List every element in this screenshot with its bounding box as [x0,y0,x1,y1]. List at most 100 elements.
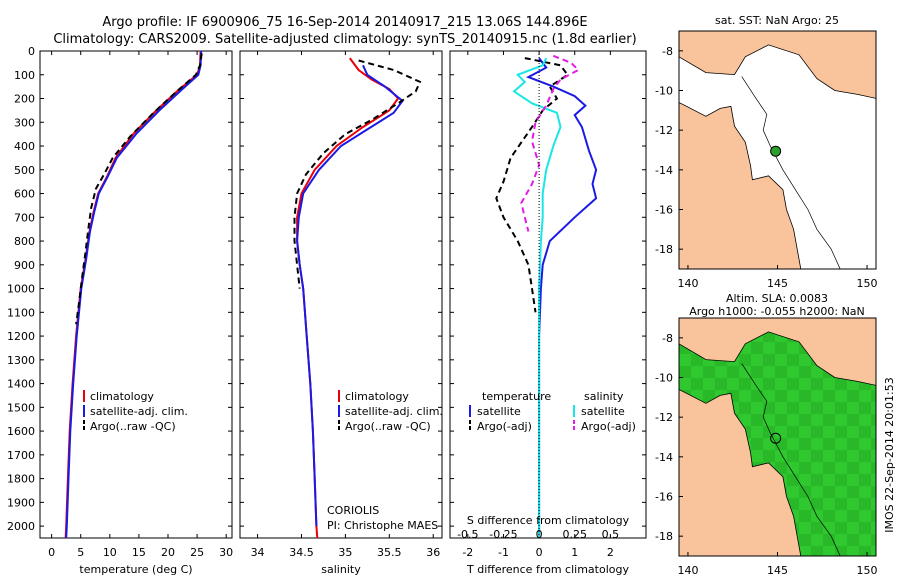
map-sla-field-cell [763,378,775,390]
y-tick-label-1600: 1600 [7,425,35,438]
temperature-x-tick-label-10: 10 [103,546,117,559]
difference-x-tick-label-0: 0 [536,546,543,559]
map-sla-field-cell [859,390,871,402]
map-sla-field-cell [871,426,876,438]
map-sla-field-cell [871,498,876,510]
header-line1: Argo profile: IF 6900906_75 16-Sep-2014 … [102,15,587,30]
map-sla-field-cell [823,546,835,556]
map-sst-y-tick-label--14: -14 [655,164,673,177]
sst-map-title: sat. SST: NaN Argo: 25 [715,14,839,27]
y-tick-label-300: 300 [14,116,35,129]
map-sst-x-tick-label-140: 140 [677,277,698,290]
map-sla-field-cell [835,546,847,556]
map-sla-y-tick-label--18: -18 [655,530,673,543]
map-sla-field-cell [703,390,715,402]
map-sla-field-cell [859,414,871,426]
map-sla-field-cell [859,534,871,546]
salinity-x-tick-label-35: 35 [338,546,352,559]
diff-top-tick-label-3: 0.25 [562,528,587,541]
map-sla-field-cell [835,414,847,426]
diff-legend-left-label-1: satellite [477,405,521,418]
diff-top-tick-label-4: 0.5 [602,528,620,541]
map-sla-y-tick-label--16: -16 [655,491,673,504]
map-sla-field-cell [787,450,799,462]
temperature-x-tick-label-15: 15 [132,546,146,559]
difference-series-t-satellite [525,57,598,538]
map-sla-field-cell [703,378,715,390]
y-tick-label-1200: 1200 [7,330,35,343]
header-line2: Climatology: CARS2009. Satellite-adjuste… [53,32,636,47]
map-sla-field-cell [799,390,811,402]
map-sla-field-cell [799,462,811,474]
map-sla-field-cell [703,366,715,378]
map-sla-field-cell [751,342,763,354]
temp-legend-label-0: climatology [90,390,154,403]
map-sst-y-tick-label--16: -16 [655,204,673,217]
map-sla-field-cell [859,546,871,556]
map-sla-field-cell [763,438,775,450]
sla-map: 140 145 150 -8 -10 -12 -14 -16 -18 Altim. SLA: 0.… [655,292,878,577]
map-sla-y-tick-label--14: -14 [655,451,673,464]
map-sla-field-cell [835,486,847,498]
map-sla-field-cell [799,510,811,522]
map-sla-field-cell [727,378,739,390]
salinity-x-tick-label-35.5: 35.5 [377,546,402,559]
map-sla-x-tick-label-150: 150 [857,564,878,577]
diff-legend-right-label-1: satellite [581,405,625,418]
map-sla-field-cell [751,354,763,366]
map-sla-field-cell [847,510,859,522]
map-sla-field-cell [763,342,775,354]
map-sla-field-cell [751,378,763,390]
y-tick-label-1500: 1500 [7,401,35,414]
map-sla-field-cell [763,426,775,438]
map-sla-field-cell [799,414,811,426]
map-sla-field-cell [775,414,787,426]
map-sla-field-cell [787,402,799,414]
temperature-xlabel: temperature (deg C) [79,563,192,576]
map-sla-field-cell [751,426,763,438]
map-sla-content [679,318,876,556]
salinity-x-tick-label-36: 36 [426,546,440,559]
sal-legend-label-1: satellite-adj. clim. [345,405,443,418]
map-sla-field-cell [859,486,871,498]
map-sla-field-cell [835,510,847,522]
diff-legend-right-label-0: salinity [584,390,624,403]
map-sla-field-cell [691,354,703,366]
diff-top-xlabel: S difference from climatology [467,514,630,527]
map-sla-field-cell [847,522,859,534]
diff-legend-right-label-2: Argo(-adj) [581,420,636,433]
map-sla-field-cell [739,354,751,366]
map-sla-field-cell [835,522,847,534]
map-sla-field-cell [799,402,811,414]
map-sla-field-cell [823,522,835,534]
map-sst-float-marker [770,145,782,157]
imos-timestamp: IMOS 22-Sep-2014 20:01:53 [883,377,896,532]
map-sla-field-cell [811,438,823,450]
map-sla-field-cell [871,438,876,450]
map-sla-field-cell [871,414,876,426]
map-sla-field-cell [799,438,811,450]
map-sla-field-cell [823,426,835,438]
map-sla-field-cell [811,450,823,462]
map-sla-field-cell [739,378,751,390]
map-sla-field-cell [799,546,811,556]
map-sla-field-cell [823,378,835,390]
difference-x-tick-label-1: 1 [571,546,578,559]
map-sla-field-cell [823,474,835,486]
map-sla-field-cell [739,402,751,414]
map-sst-y-tick-label--18: -18 [655,243,673,256]
map-sla-field-cell [751,390,763,402]
map-sla-field-cell [847,426,859,438]
difference-series-s-satellite [512,57,562,538]
temperature-series-satellite-adj-clim- [65,50,203,539]
map-sla-field-cell [811,366,823,378]
difference-frame [449,50,647,539]
y-tick-label-1800: 1800 [7,473,35,486]
map-sla-field-cell [823,462,835,474]
map-sla-field-cell [823,534,835,546]
map-sla-field-cell [847,390,859,402]
map-sla-field-cell [871,546,876,556]
map-sla-field-cell [727,366,739,378]
map-sla-field-cell [775,366,787,378]
map-sla-field-cell [859,462,871,474]
